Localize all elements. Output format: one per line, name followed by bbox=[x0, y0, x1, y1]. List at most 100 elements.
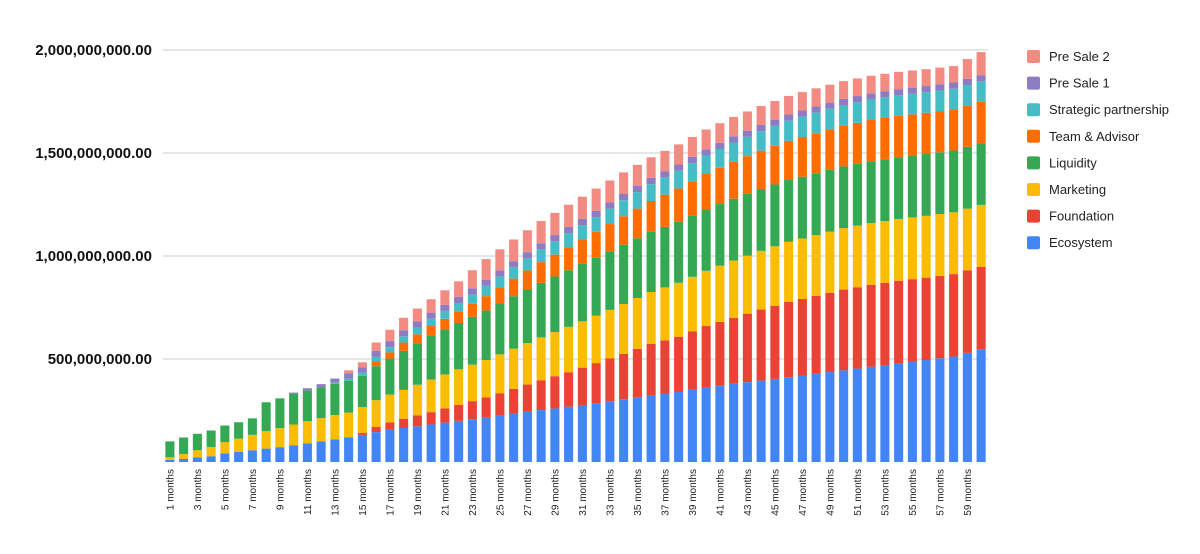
bar-segment-marketing bbox=[289, 424, 299, 446]
bar-segment-pre-sale-2 bbox=[522, 230, 532, 253]
bar-segment-ecosystem bbox=[275, 447, 285, 462]
legend-item: Liquidity bbox=[1027, 155, 1097, 170]
bar-segment-team-advisor bbox=[619, 216, 629, 245]
bar-segment-pre-sale-2 bbox=[962, 59, 972, 79]
bar-segment-foundation bbox=[591, 363, 601, 404]
bar-segment-team-advisor bbox=[729, 161, 739, 199]
bar-segment-pre-sale-2 bbox=[605, 180, 615, 203]
bar-stack-month-34 bbox=[619, 172, 629, 462]
bar-segment-strategic-partnership bbox=[784, 120, 794, 141]
bar-stack-month-23 bbox=[467, 270, 477, 462]
bar-segment-liquidity bbox=[660, 226, 670, 288]
bar-segment-foundation bbox=[536, 380, 546, 411]
bar-segment-marketing bbox=[632, 298, 642, 349]
x-tick-label: 35 months bbox=[633, 469, 644, 516]
bar-stack-month-1 bbox=[165, 441, 175, 462]
bar-segment-team-advisor bbox=[742, 156, 752, 194]
bar-segment-strategic-partnership bbox=[949, 88, 959, 110]
bar-segment-strategic-partnership bbox=[894, 95, 904, 116]
legend-swatch bbox=[1027, 103, 1040, 117]
bar-segment-ecosystem bbox=[742, 382, 752, 462]
bar-stack-month-21 bbox=[440, 290, 450, 462]
bar-segment-marketing bbox=[715, 265, 725, 322]
bar-stack-month-42 bbox=[729, 116, 739, 462]
y-tick-label: 2,000,000,000.00 bbox=[35, 42, 152, 59]
bar-segment-marketing bbox=[674, 282, 684, 337]
bar-segment-team-advisor bbox=[399, 342, 409, 351]
bar-stack-month-18 bbox=[399, 317, 409, 462]
bar-segment-foundation bbox=[357, 432, 367, 435]
bar-segment-ecosystem bbox=[687, 389, 697, 462]
bar-segment-foundation bbox=[454, 404, 464, 421]
bar-segment-team-advisor bbox=[894, 115, 904, 158]
bar-segment-pre-sale-1 bbox=[481, 279, 491, 286]
bar-segment-foundation bbox=[550, 376, 560, 409]
bar-stack-month-32 bbox=[591, 188, 601, 462]
bar-segment-team-advisor bbox=[564, 247, 574, 271]
bar-segment-ecosystem bbox=[357, 434, 367, 462]
bar-segment-team-advisor bbox=[880, 117, 890, 160]
bar-segment-pre-sale-1 bbox=[866, 93, 876, 100]
legend-label: Pre Sale 2 bbox=[1049, 49, 1110, 64]
bar-segment-team-advisor bbox=[825, 129, 835, 170]
bar-segment-strategic-partnership bbox=[962, 85, 972, 106]
bar-segment-pre-sale-2 bbox=[550, 212, 560, 236]
bar-segment-team-advisor bbox=[756, 150, 766, 190]
bar-segment-marketing bbox=[179, 453, 189, 459]
bar-segment-liquidity bbox=[481, 310, 491, 361]
x-tick-label: 43 months bbox=[743, 469, 754, 516]
bar-segment-pre-sale-1 bbox=[715, 142, 725, 149]
bar-segment-team-advisor bbox=[715, 167, 725, 205]
bar-segment-marketing bbox=[412, 384, 422, 416]
x-tick-label: 57 months bbox=[935, 469, 946, 516]
bar-segment-pre-sale-1 bbox=[357, 367, 367, 373]
bar-segment-marketing bbox=[866, 223, 876, 285]
bar-stack-month-29 bbox=[550, 212, 560, 462]
bar-segment-foundation bbox=[880, 282, 890, 365]
bar-stack-month-20 bbox=[426, 299, 436, 462]
gridlines bbox=[163, 49, 988, 360]
bar-segment-pre-sale-2 bbox=[852, 78, 862, 97]
bar-segment-pre-sale-1 bbox=[811, 106, 821, 113]
bar-segment-marketing bbox=[687, 276, 697, 332]
bar-segment-pre-sale-1 bbox=[577, 218, 587, 226]
bar-segment-pre-sale-1 bbox=[454, 296, 464, 303]
bar-stack-month-55 bbox=[907, 70, 917, 462]
bar-segment-liquidity bbox=[866, 161, 876, 224]
bar-stack-month-52 bbox=[866, 75, 876, 462]
x-tick-label: 23 months bbox=[468, 469, 479, 516]
bar-segment-foundation bbox=[577, 367, 587, 406]
legend-label: Ecosystem bbox=[1049, 235, 1113, 250]
bar-segment-ecosystem bbox=[839, 370, 849, 462]
y-tick-label: 1,500,000,000.00 bbox=[35, 145, 152, 162]
bar-stack-month-6 bbox=[234, 422, 244, 462]
bar-segment-pre-sale-1 bbox=[467, 288, 477, 295]
bar-segment-liquidity bbox=[261, 402, 271, 432]
legend-item: Ecosystem bbox=[1027, 235, 1113, 250]
bar-segment-ecosystem bbox=[632, 397, 642, 462]
bar-segment-ecosystem bbox=[550, 408, 560, 462]
bar-segment-pre-sale-2 bbox=[536, 220, 546, 244]
bar-stack-month-36 bbox=[646, 157, 656, 462]
bar-segment-strategic-partnership bbox=[371, 356, 381, 362]
bar-segment-strategic-partnership bbox=[550, 241, 560, 255]
bar-segment-marketing bbox=[261, 431, 271, 449]
bar-segment-liquidity bbox=[949, 150, 959, 213]
bar-segment-ecosystem bbox=[784, 377, 794, 462]
bar-segment-ecosystem bbox=[921, 360, 931, 462]
bar-segment-pre-sale-1 bbox=[701, 149, 711, 156]
bar-stack-month-27 bbox=[522, 230, 532, 462]
bar-segment-marketing bbox=[921, 215, 931, 278]
bar-segment-marketing bbox=[770, 246, 780, 306]
bar-segment-team-advisor bbox=[495, 287, 505, 304]
bar-segment-foundation bbox=[866, 284, 876, 367]
bar-segment-strategic-partnership bbox=[632, 192, 642, 209]
bar-segment-team-advisor bbox=[440, 318, 450, 330]
bar-segment-ecosystem bbox=[426, 424, 436, 462]
bar-stack-month-22 bbox=[454, 281, 464, 462]
bar-segment-liquidity bbox=[206, 430, 216, 447]
bar-segment-marketing bbox=[247, 434, 257, 451]
bar-segment-strategic-partnership bbox=[729, 142, 739, 162]
bar-segment-strategic-partnership bbox=[426, 318, 436, 327]
bar-segment-team-advisor bbox=[839, 125, 849, 167]
